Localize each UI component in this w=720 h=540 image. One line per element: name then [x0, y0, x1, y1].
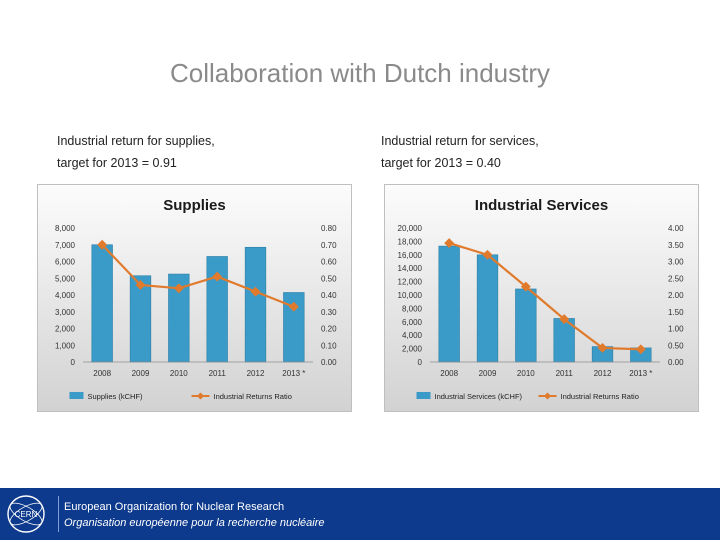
y2-tick-label: 1.50	[668, 308, 684, 317]
y-tick-label: 6,000	[55, 258, 76, 267]
y-tick-label: 16,000	[398, 251, 423, 260]
x-tick-label: 2010	[170, 369, 188, 378]
ratio-point-2008	[444, 238, 455, 249]
y-tick-label: 3,000	[55, 308, 76, 317]
y-tick-label: 2,000	[402, 345, 423, 354]
bar-2008	[91, 244, 113, 363]
x-tick-label: 2009	[479, 369, 497, 378]
slide-title: Collaboration with Dutch industry	[169, 58, 551, 88]
y-tick-label: 8,000	[55, 224, 76, 233]
caption-services: Industrial return for services, target f…	[381, 130, 539, 174]
ratio-point-2012	[597, 342, 608, 353]
footer-bar: CERN European Organization for Nuclear R…	[0, 488, 720, 540]
services-chart-svg: Industrial Services 0 2,000 4,000 6,000 8,000…	[384, 184, 699, 412]
bar-2012	[244, 246, 267, 363]
x-tick-label: 2010	[517, 369, 535, 378]
ratio-point-2011	[212, 271, 223, 282]
x-tick-label: 2011	[209, 369, 227, 378]
y2-tick-label: 2.50	[668, 274, 684, 283]
supplies-chart: Supplies 0 1,000 2,000 3,000 4,000 5,000 6,000 7…	[37, 184, 352, 412]
y-tick-label: 18,000	[398, 237, 423, 246]
y-tick-label: 10,000	[398, 291, 423, 300]
y-tick-label: 4,000	[402, 331, 423, 340]
ratio-point-2008	[97, 239, 108, 250]
ratio-point-2010	[173, 283, 184, 294]
legend-line-marker	[543, 392, 552, 400]
x-tick-label: 2009	[132, 369, 150, 378]
y2-tick-label: 0.40	[321, 291, 337, 300]
ratio-point-2009	[482, 249, 493, 260]
y-tick-label: 14,000	[398, 264, 423, 273]
y-tick-label: 4,000	[55, 291, 76, 300]
x-tick-label: 2012	[247, 369, 265, 378]
y2-tick-label: 0.00	[668, 358, 684, 367]
org-name-english: European Organization for Nuclear Resear…	[64, 501, 285, 513]
legend-line-label: Industrial Returns Ratio	[561, 392, 639, 401]
y2-tick-label: 0.50	[321, 274, 337, 283]
legend-bar-swatch	[69, 392, 84, 399]
ratio-line	[101, 243, 295, 308]
y2-tick-label: 2.00	[668, 291, 684, 300]
caption-services-line1: Industrial return for services,	[381, 134, 539, 148]
x-tick-label: 2013 *	[282, 369, 305, 378]
y2-tick-label: 3.50	[668, 241, 684, 250]
y-tick-label: 7,000	[55, 241, 76, 250]
caption-supplies-line1: Industrial return for supplies,	[57, 134, 215, 148]
y-tick-label: 8,000	[402, 304, 423, 313]
y-tick-label: 6,000	[402, 318, 423, 327]
caption-services-line2: target for 2013 = 0.40	[381, 156, 501, 170]
y2-tick-label: 0.80	[321, 224, 337, 233]
x-tick-label: 2012	[594, 369, 612, 378]
legend-line-marker	[196, 392, 205, 400]
y2-tick-label: 0.20	[321, 325, 337, 334]
chart-background	[384, 184, 699, 412]
x-tick-label: 2008	[440, 369, 458, 378]
y2-tick-label: 0.30	[321, 308, 337, 317]
chart-title: Supplies	[163, 197, 226, 214]
y2-tick-label: 0.00	[321, 358, 337, 367]
y2-tick-label: 0.70	[321, 241, 337, 250]
y2-tick-label: 4.00	[668, 224, 684, 233]
chart-title: Industrial Services	[475, 197, 608, 214]
y2-tick-label: 0.50	[668, 341, 684, 350]
y-tick-label: 20,000	[398, 224, 423, 233]
cern-logo: CERN	[7, 495, 45, 533]
y2-tick-label: 3.00	[668, 258, 684, 267]
supplies-chart-svg: Supplies 0 1,000 2,000 3,000 4,000 5,000 6,000 7…	[37, 184, 352, 412]
y-tick-label: 12,000	[398, 278, 423, 287]
y-tick-label: 0	[71, 358, 76, 367]
org-name-french: Organisation européenne pour la recherch…	[64, 517, 325, 529]
ratio-point-2013	[288, 301, 299, 312]
y2-tick-label: 0.60	[321, 258, 337, 267]
legend-bar-swatch	[416, 392, 431, 399]
y-tick-label: 0	[418, 358, 423, 367]
ratio-line	[448, 242, 641, 351]
ratio-point-2009	[135, 280, 146, 290]
bar-2008	[438, 245, 460, 363]
legend-bar-label: Supplies (kCHF)	[88, 392, 144, 401]
y2-tick-label: 0.10	[321, 341, 337, 350]
y-tick-label: 2,000	[55, 325, 76, 334]
legend-bar-label: Industrial Services (kCHF)	[435, 392, 523, 401]
legend-line-label: Industrial Returns Ratio	[214, 392, 292, 401]
x-tick-label: 2008	[93, 369, 111, 378]
caption-supplies-line2: target for 2013 = 0.91	[57, 156, 177, 170]
y2-tick-label: 1.00	[668, 325, 684, 334]
caption-supplies: Industrial return for supplies, target f…	[57, 130, 215, 174]
services-chart: Industrial Services 0 2,000 4,000 6,000 8,000…	[384, 184, 699, 412]
x-tick-label: 2011	[556, 369, 574, 378]
y-tick-label: 1,000	[55, 341, 76, 350]
bar-2010	[515, 288, 537, 363]
y-tick-label: 5,000	[55, 274, 76, 283]
footer-separator	[58, 496, 59, 532]
x-tick-label: 2013 *	[629, 369, 652, 378]
cern-logo-text: CERN	[15, 510, 38, 519]
bar-2009	[476, 254, 499, 363]
